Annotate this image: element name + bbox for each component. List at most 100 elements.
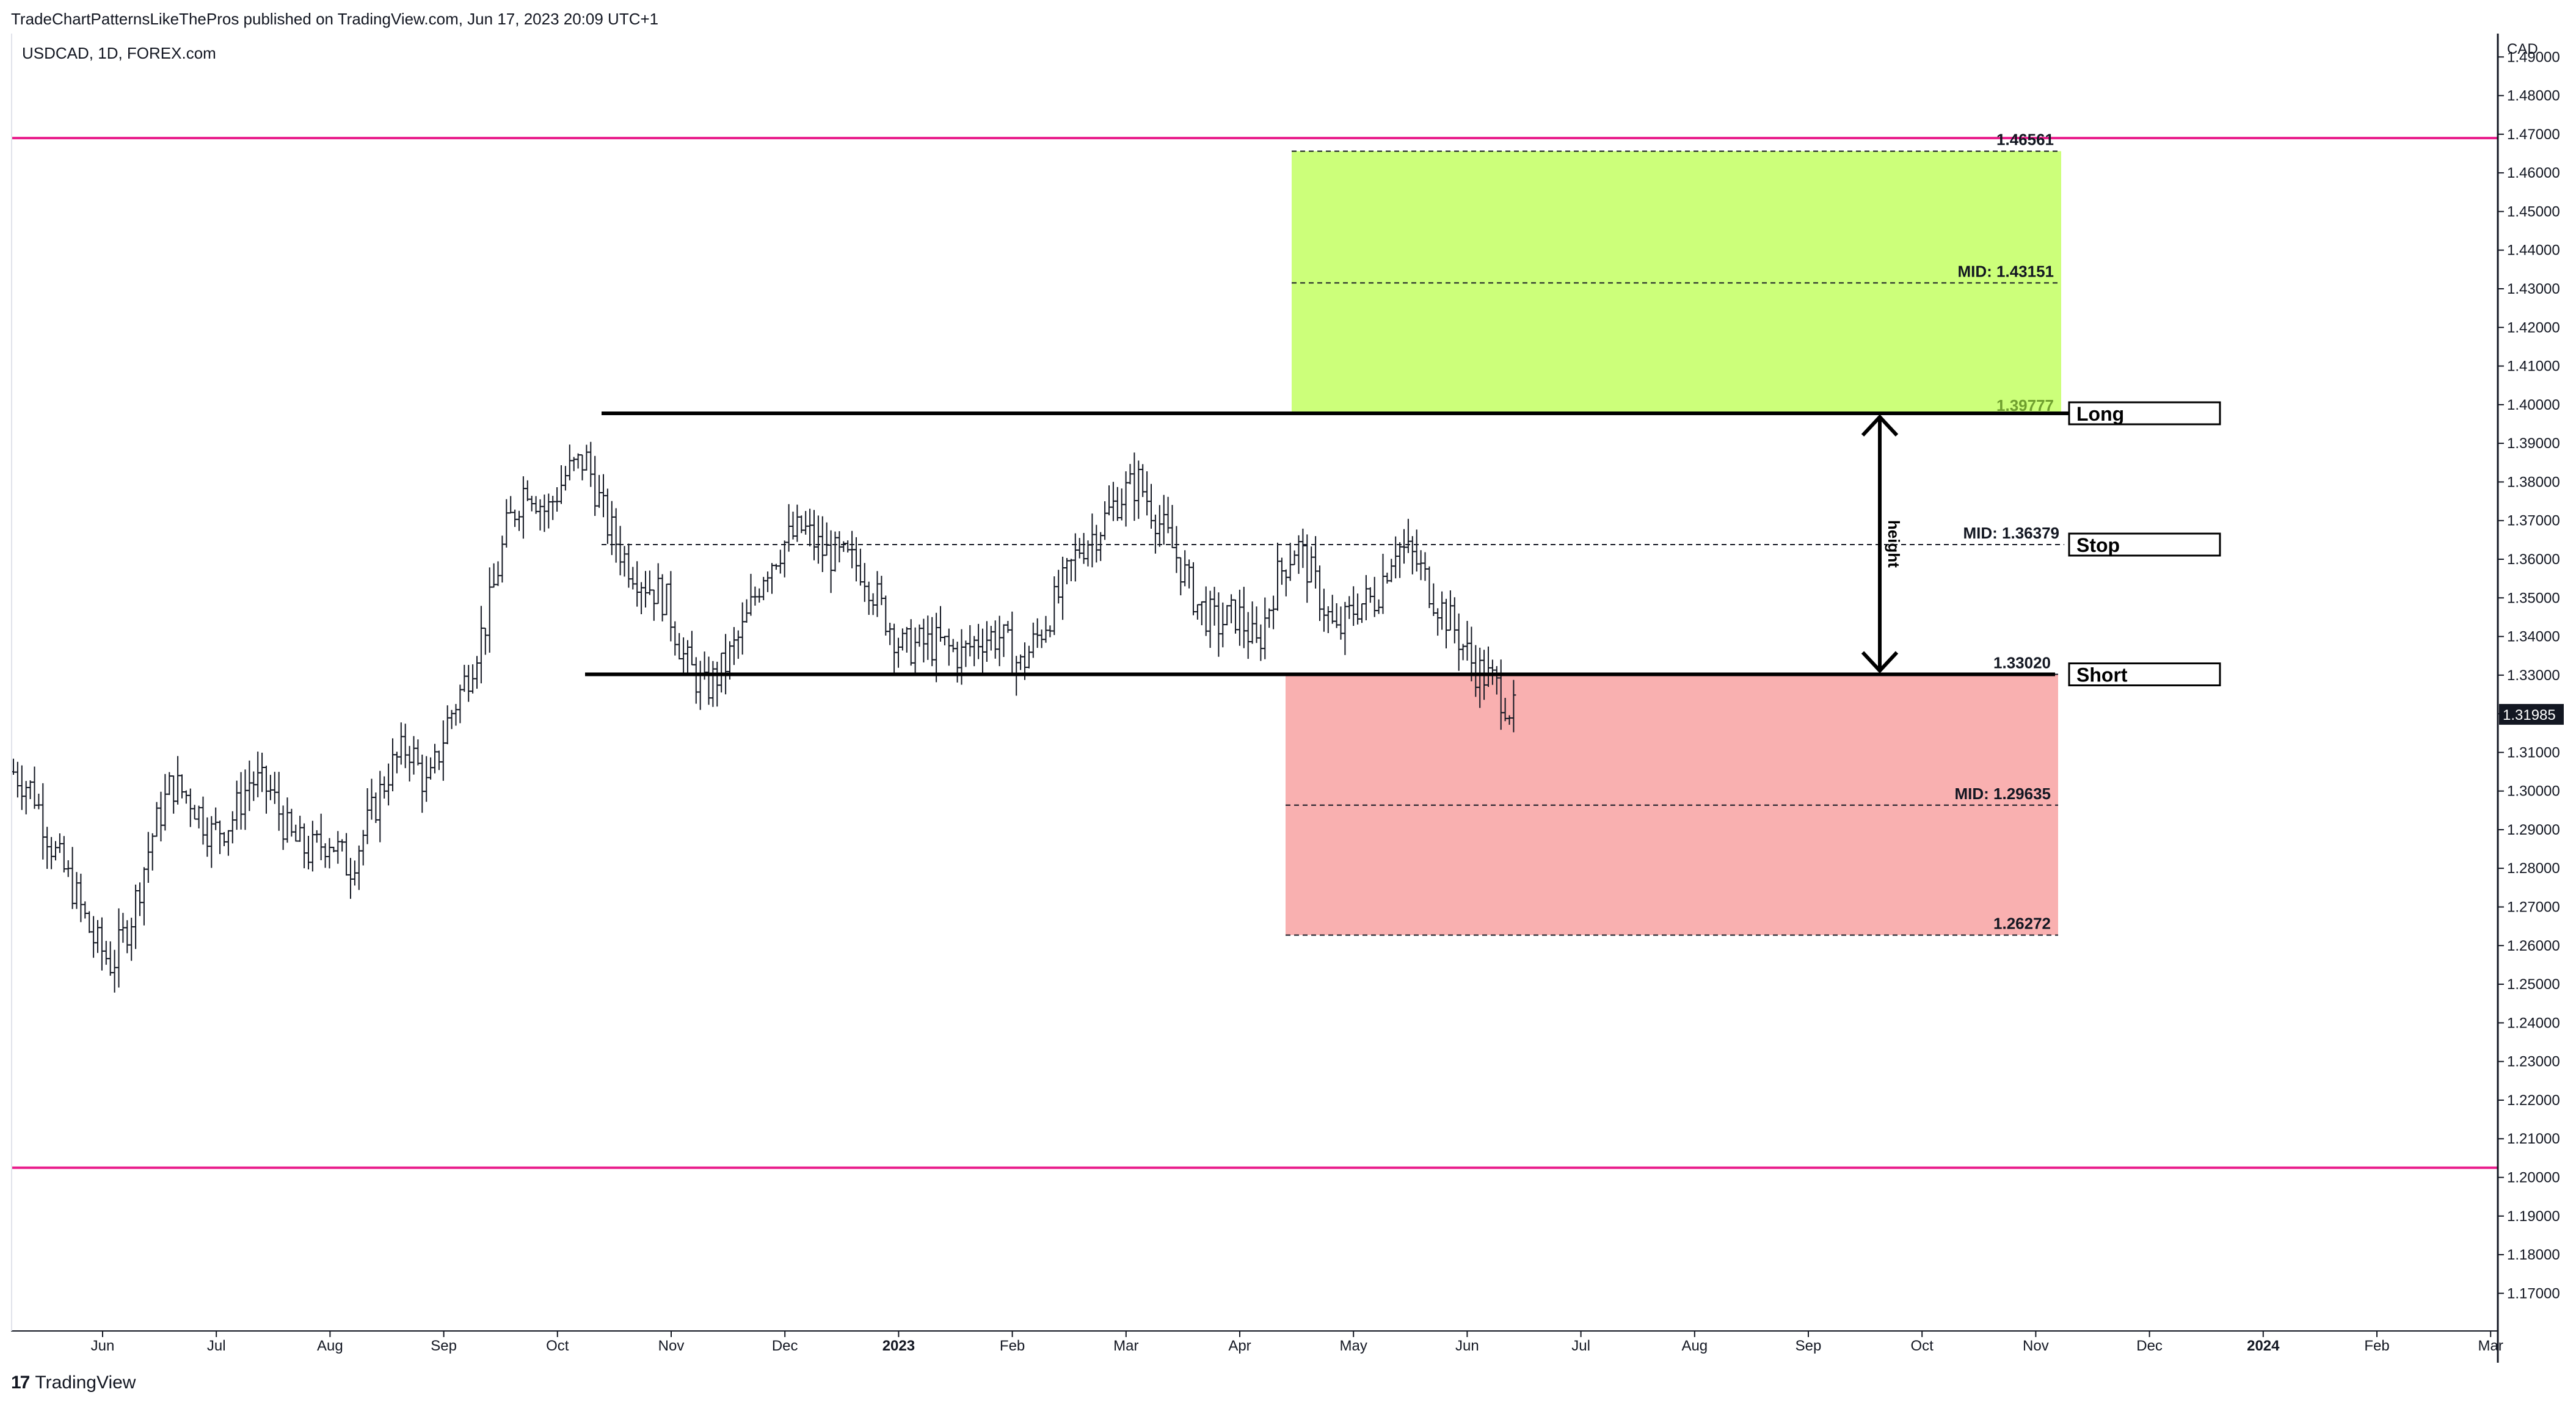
mid-range-label: MID: 1.36379 [1963, 524, 2059, 542]
long-target-zone[interactable] [1292, 151, 2061, 413]
ohlc-bar [1035, 618, 1040, 648]
ohlc-bar [222, 832, 227, 846]
ohlc-bar [360, 830, 366, 866]
ohlc-bar [601, 474, 606, 518]
ohlc-bar [639, 582, 644, 615]
ohlc-bar [1132, 452, 1137, 521]
ohlc-bar [53, 841, 58, 861]
y-tick-label: 1.18000 [2507, 1247, 2560, 1263]
ohlc-bar [1342, 601, 1348, 655]
x-tick-label: Nov [658, 1338, 685, 1354]
ohlc-bar [1119, 488, 1124, 521]
ohlc-bar [799, 515, 804, 534]
ohlc-bar [116, 908, 122, 988]
ohlc-bar [171, 775, 176, 814]
ohlc-bar [453, 704, 459, 726]
ohlc-bar [517, 510, 522, 531]
ohlc-bar [462, 664, 467, 692]
ohlc-bar [141, 867, 147, 926]
x-tick-label: Aug [317, 1338, 343, 1354]
y-tick-label: 1.41000 [2507, 358, 2560, 375]
ohlc-bar [664, 583, 669, 615]
ohlc-bar [908, 619, 914, 666]
ohlc-bar [1195, 604, 1200, 620]
ohlc-bar [803, 510, 809, 535]
ohlc-bar [78, 873, 84, 923]
ohlc-bar [934, 612, 939, 683]
ohlc-bar [533, 496, 539, 514]
ohlc-bar [1191, 562, 1196, 615]
ohlc-bar [1250, 601, 1255, 644]
ohlc-bar [1355, 593, 1361, 625]
height-arrow-head-top [1861, 414, 1899, 437]
ohlc-bar [862, 563, 867, 602]
ohlc-bar [1405, 518, 1411, 553]
tradingview-brand[interactable]: 17 TradingView [11, 1372, 136, 1393]
tag-long-box[interactable] [2068, 401, 2221, 426]
y-tick-label: 1.35000 [2507, 590, 2560, 606]
ohlc-bar [668, 571, 674, 642]
ohlc-bar [495, 561, 501, 586]
ohlc-bar [1267, 608, 1272, 628]
ohlc-bar [449, 709, 454, 730]
ohlc-bar [470, 664, 476, 694]
ohlc-bar [306, 836, 311, 870]
ohlc-bar [242, 769, 248, 830]
y-tick-label: 1.30000 [2507, 783, 2560, 800]
ohlc-bar [529, 496, 534, 512]
ohlc-bar [1170, 505, 1175, 548]
tag-short-box[interactable] [2068, 662, 2221, 687]
x-tick-label: Sep [1796, 1338, 1822, 1354]
ohlc-bar [1367, 587, 1373, 603]
symbol-title[interactable]: USDCAD, 1D, FOREX.com [22, 44, 216, 62]
ohlc-bar [1334, 603, 1339, 628]
ohlc-bar [617, 526, 623, 576]
ohlc-bar [302, 823, 307, 869]
ohlc-bar [1439, 591, 1445, 630]
short-target-label: MID: 1.29635 [1954, 785, 2051, 803]
ohlc-bar [715, 661, 720, 707]
ohlc-bar [335, 831, 341, 864]
ohlc-bar [770, 563, 774, 594]
ohlc-bar [685, 640, 690, 675]
ohlc-bar [546, 493, 551, 529]
x-tick-label: Jul [207, 1338, 226, 1354]
ohlc-bar [225, 830, 231, 856]
ohlc-bar [706, 656, 711, 705]
ohlc-bar [267, 775, 273, 800]
ohlc-bar [1292, 550, 1297, 565]
ohlc-bar [276, 772, 282, 831]
ohlc-bar [466, 665, 471, 702]
ohlc-bar [689, 631, 694, 665]
ohlc-bar [1511, 680, 1516, 733]
ohlc-bar [955, 642, 960, 683]
ohlc-bar [1178, 557, 1184, 596]
ohlc-bar [356, 845, 362, 890]
currency-label: CAD [2507, 41, 2538, 57]
tag-stop-box[interactable] [2068, 532, 2221, 557]
ohlc-bar [478, 606, 484, 684]
ohlc-bar [875, 571, 880, 617]
ohlc-bar [318, 813, 324, 860]
ohlc-bar [622, 546, 627, 577]
x-tick-label: 2024 [2247, 1338, 2280, 1354]
x-tick-label: Jun [91, 1338, 115, 1354]
ohlc-bar [23, 781, 29, 814]
ohlc-bar [407, 745, 412, 782]
ohlc-bar [70, 847, 75, 909]
ohlc-bar [773, 564, 779, 570]
ohlc-bar [187, 788, 193, 827]
ohlc-bar [373, 792, 379, 823]
ohlc-bar [1287, 543, 1293, 581]
ohlc-bar [1030, 622, 1036, 658]
ohlc-bar [1229, 594, 1234, 623]
ohlc-bar [112, 949, 117, 993]
ohlc-bar [1414, 529, 1419, 572]
ohlc-bar [837, 531, 842, 563]
ohlc-bar [340, 839, 345, 852]
ohlc-bar [32, 766, 37, 809]
ohlc-bar [1123, 471, 1129, 527]
long-target-label: MID: 1.43151 [1957, 262, 2054, 280]
ohlc-bar [812, 510, 817, 560]
